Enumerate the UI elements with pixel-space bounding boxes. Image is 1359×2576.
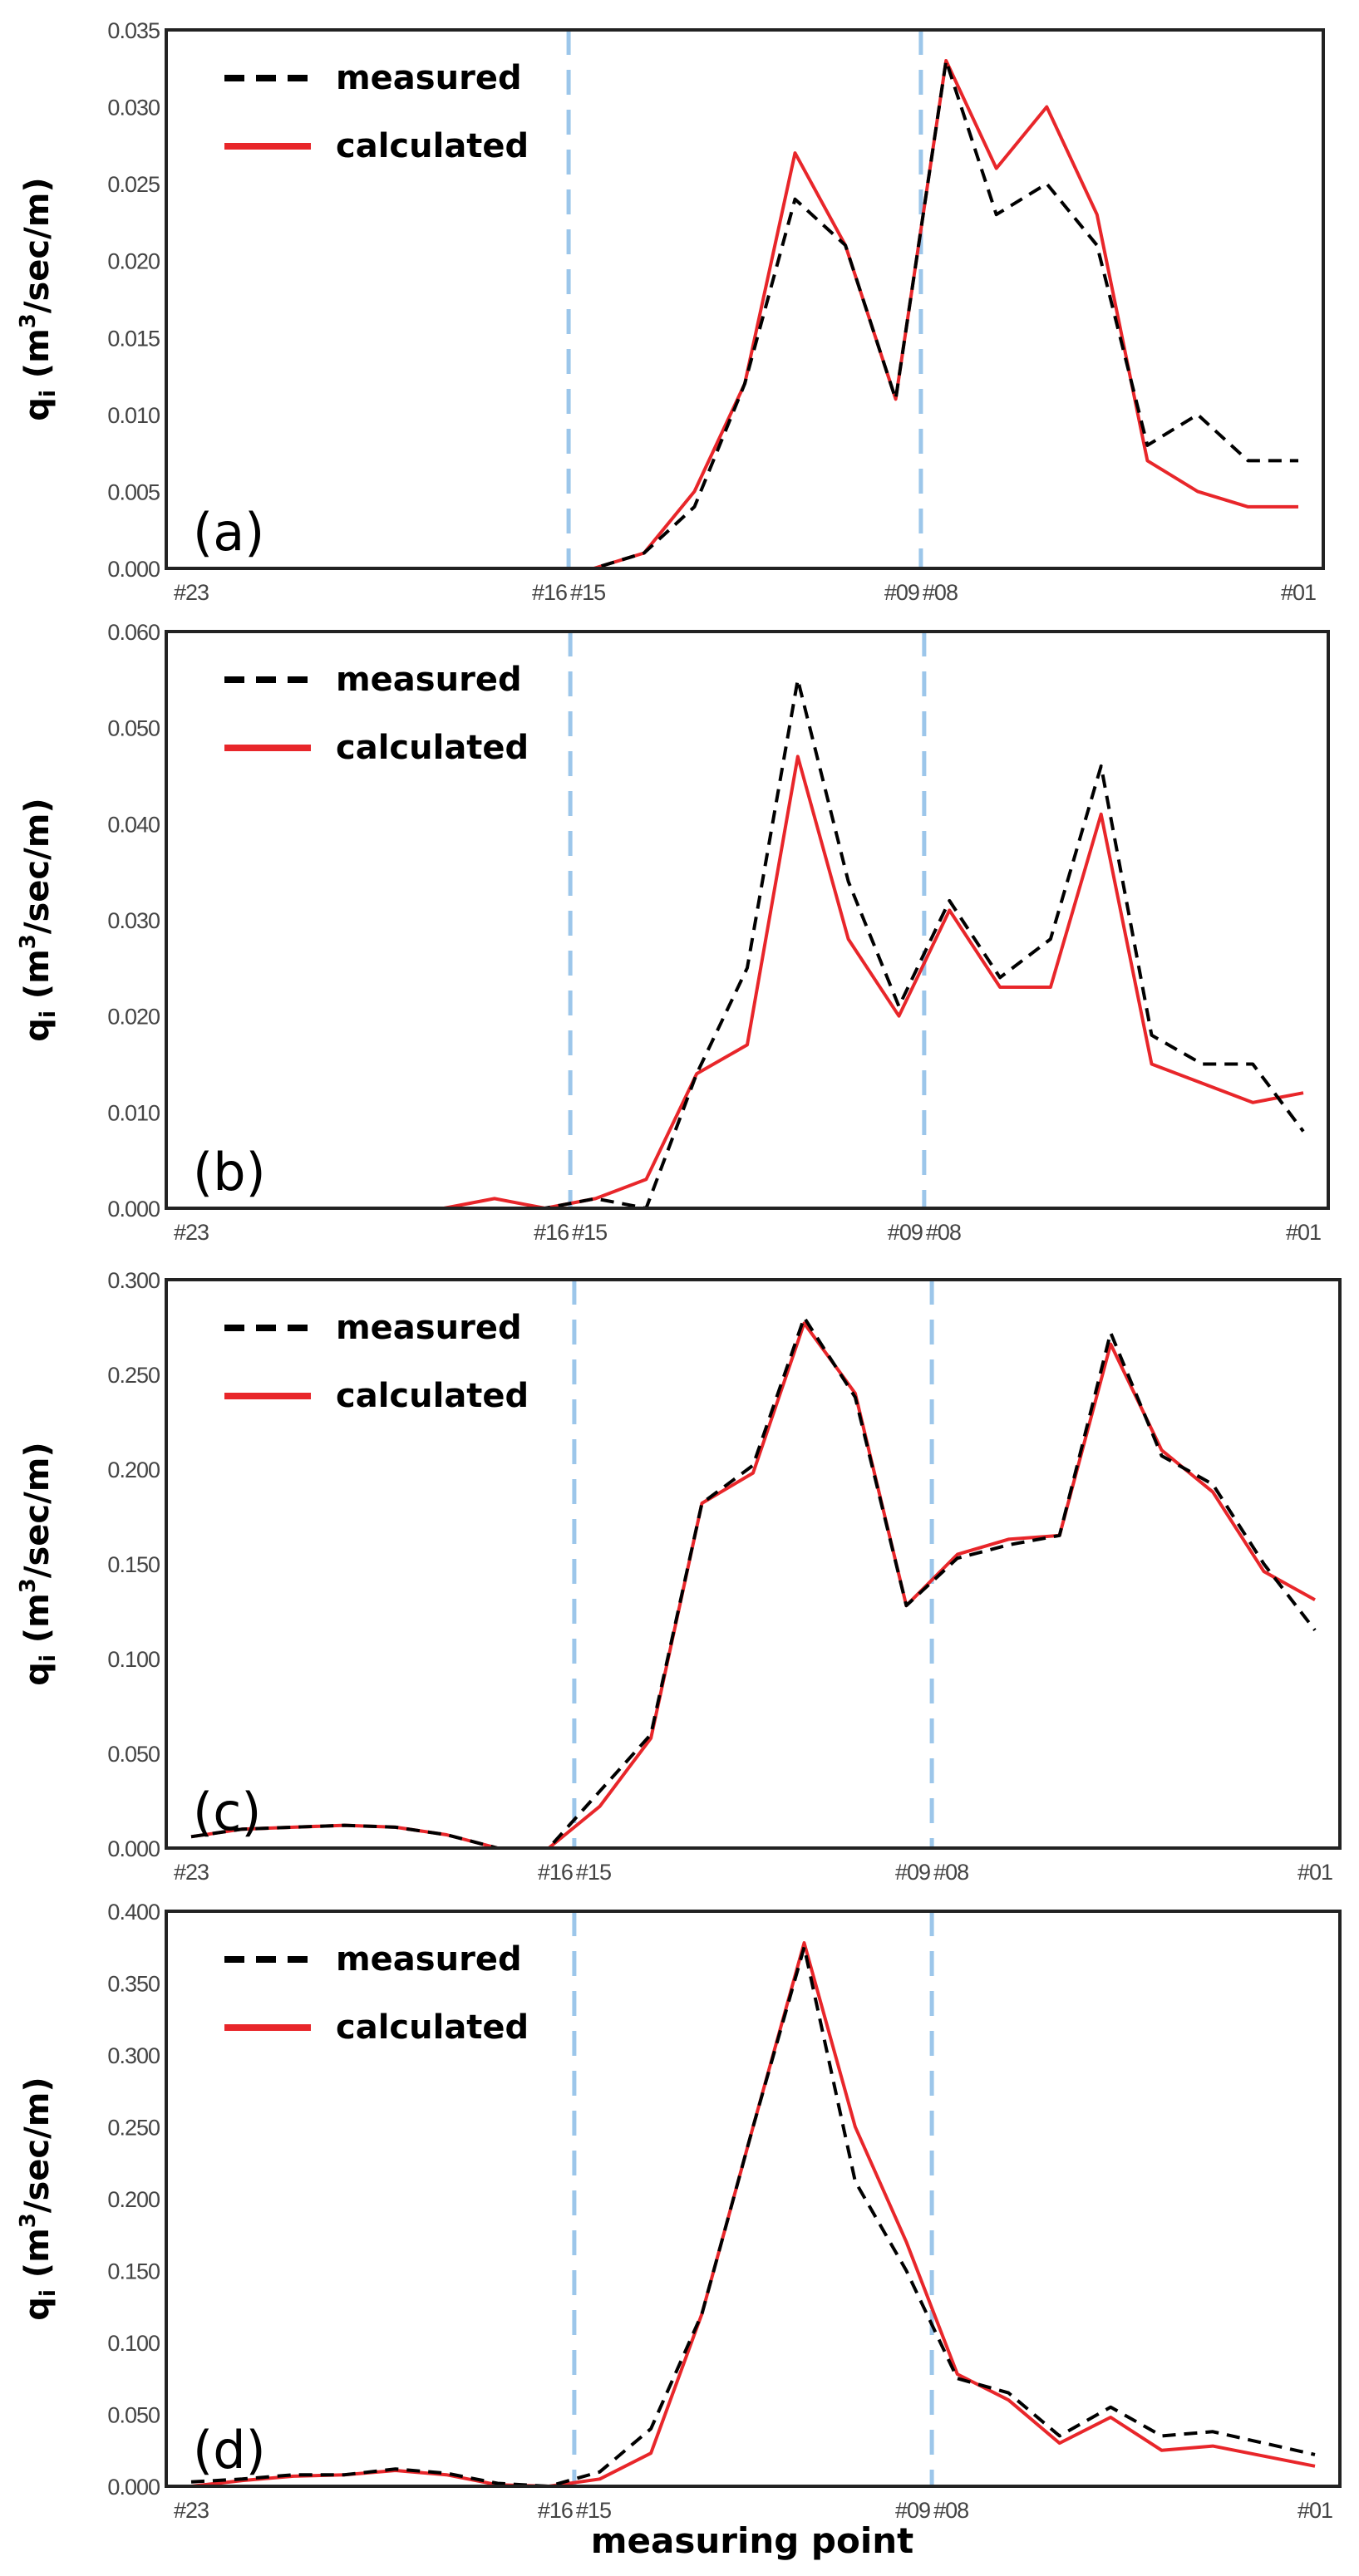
x-tick-label: #08 xyxy=(933,2498,968,2523)
x-tick-label: #15 xyxy=(576,1860,611,1885)
y-tick-label: 0.005 xyxy=(107,479,160,504)
y-tick-label: 0.035 xyxy=(107,18,160,43)
series-line-calculated xyxy=(191,755,1304,1210)
y-tick-label: 0.300 xyxy=(107,1268,160,1293)
x-tick-label: #16 xyxy=(538,1860,573,1885)
x-tick-label: #16 xyxy=(532,580,567,605)
x-tick-label: #23 xyxy=(174,1220,209,1245)
y-tick-label: 0.015 xyxy=(107,326,160,351)
x-tick-label: #08 xyxy=(923,580,958,605)
y-axis-label: qi (m3/sec/m) xyxy=(16,798,61,1041)
y-tick-label: 0.400 xyxy=(107,1900,160,1925)
legend-label-measured: measured xyxy=(336,661,522,699)
y-tick-label: 0.100 xyxy=(107,1647,160,1672)
x-tick-label: #01 xyxy=(1286,1220,1321,1245)
x-tick-label: #23 xyxy=(174,1860,209,1885)
x-tick-label: #16 xyxy=(534,1220,569,1245)
y-tick-label: 0.350 xyxy=(107,1972,160,1997)
y-tick-label: 0.010 xyxy=(107,1100,160,1125)
panel-label: (a) xyxy=(193,502,264,563)
plot-frame xyxy=(165,1278,1342,1850)
y-tick-label: 0.300 xyxy=(107,2043,160,2068)
y-axis-label: qi (m3/sec/m) xyxy=(16,177,61,420)
y-tick-label: 0.010 xyxy=(107,403,160,428)
x-tick-label: #09 xyxy=(884,580,919,605)
panel-label: (c) xyxy=(193,1782,261,1842)
legend-label-measured: measured xyxy=(336,1309,522,1347)
y-tick-label: 0.060 xyxy=(107,620,160,645)
x-tick-label: #09 xyxy=(895,2498,930,2523)
panel-a: 0.000 0.005 0.010 0.015 0.020 0.025 0.030 0.035… xyxy=(16,18,1325,605)
y-tick-label: 0.250 xyxy=(107,1363,160,1388)
y-axis-label: qi (m3/sec/m) xyxy=(16,2077,61,2320)
panel-b: 0.000 0.010 0.020 0.030 0.040 0.050 0.060 #23 #1… xyxy=(16,620,1330,1245)
x-tick-label: #08 xyxy=(926,1220,961,1245)
panel-c: 0.000 0.050 0.100 0.150 0.200 0.250 0.300 #23 #1… xyxy=(16,1268,1342,1885)
y-tick-label: 0.000 xyxy=(107,1197,160,1222)
x-tick-label: #15 xyxy=(576,2498,611,2523)
y-axis-label: qi (m3/sec/m) xyxy=(16,1442,61,1685)
y-tick-label: 0.000 xyxy=(107,557,160,582)
legend-label-measured: measured xyxy=(336,59,522,97)
panel-label: (d) xyxy=(193,2420,266,2480)
series-line-calculated xyxy=(190,1321,1316,1850)
plot-frame xyxy=(165,1910,1342,2488)
y-tick-label: 0.050 xyxy=(107,1742,160,1767)
y-tick-label: 0.150 xyxy=(107,2259,160,2284)
x-axis-label: measuring point xyxy=(591,2520,913,2561)
plot-frame xyxy=(165,630,1330,1210)
y-tick-label: 0.000 xyxy=(107,2475,160,2500)
y-tick-label: 0.100 xyxy=(107,2331,160,2356)
panel-label: (b) xyxy=(193,1142,266,1202)
x-tick-label: #09 xyxy=(895,1860,930,1885)
y-tick-label: 0.200 xyxy=(107,2187,160,2212)
y-tick-label: 0.020 xyxy=(107,249,160,274)
x-tick-label: #15 xyxy=(570,580,605,605)
legend-label-calculated: calculated xyxy=(336,127,529,165)
y-tick-label: 0.200 xyxy=(107,1458,160,1482)
series-line-measured xyxy=(190,1945,1316,2488)
x-tick-label: #08 xyxy=(933,1860,968,1885)
panel-d: 0.000 0.050 0.100 0.150 0.200 0.250 0.300 0.350… xyxy=(16,1900,1342,2523)
y-tick-label: 0.020 xyxy=(107,1005,160,1030)
series-line-measured xyxy=(190,1315,1317,1850)
y-tick-label: 0.250 xyxy=(107,2116,160,2141)
legend-label-measured: measured xyxy=(336,1940,522,1979)
x-tick-label: #01 xyxy=(1297,2498,1332,2523)
y-tick-label: 0.000 xyxy=(107,1836,160,1861)
x-tick-label: #15 xyxy=(572,1220,607,1245)
x-tick-label: #16 xyxy=(538,2498,573,2523)
x-tick-label: #01 xyxy=(1297,1860,1332,1885)
y-tick-label: 0.050 xyxy=(107,2403,160,2428)
x-tick-label: #23 xyxy=(174,580,209,605)
x-tick-label: #09 xyxy=(888,1220,923,1245)
legend-label-calculated: calculated xyxy=(336,729,529,767)
y-tick-label: 0.030 xyxy=(107,908,160,933)
series-line-calculated xyxy=(190,1941,1316,2488)
y-tick-label: 0.050 xyxy=(107,716,160,741)
y-tick-label: 0.150 xyxy=(107,1552,160,1577)
x-tick-label: #01 xyxy=(1281,580,1316,605)
legend-label-calculated: calculated xyxy=(336,2008,529,2047)
y-tick-label: 0.025 xyxy=(107,172,160,197)
plot-frame xyxy=(165,28,1325,570)
x-tick-label: #23 xyxy=(174,2498,209,2523)
y-tick-label: 0.040 xyxy=(107,812,160,837)
y-tick-label: 0.030 xyxy=(107,96,160,120)
legend-label-calculated: calculated xyxy=(336,1377,529,1415)
